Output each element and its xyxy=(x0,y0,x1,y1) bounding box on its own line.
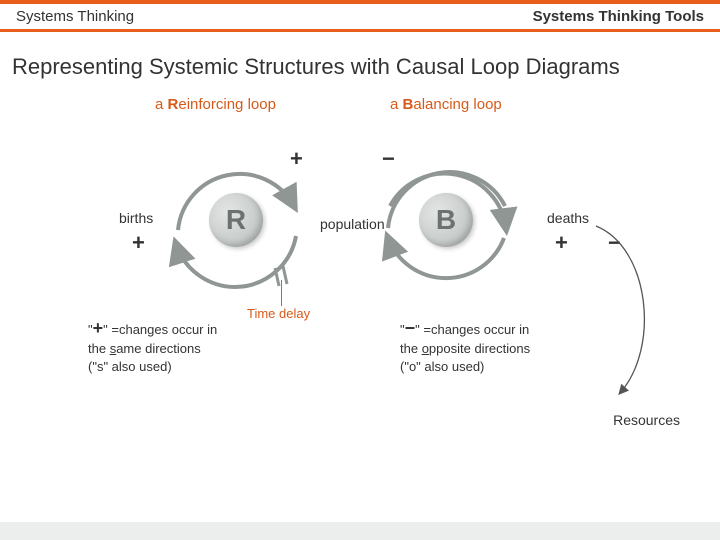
resources-label: Resources xyxy=(613,412,680,428)
definition-minus: "−" =changes occur in the opposite direc… xyxy=(400,316,610,375)
header-right-title: Systems Thinking Tools xyxy=(533,8,704,25)
header-left-title: Systems Thinking xyxy=(16,8,134,25)
slide-title: Representing Systemic Structures with Ca… xyxy=(0,32,720,88)
header-bar: Systems Thinking Systems Thinking Tools xyxy=(0,0,720,32)
definition-plus: "+" =changes occur in the same direction… xyxy=(88,316,298,375)
big-arc-svg xyxy=(0,88,720,428)
footer-band xyxy=(0,522,720,540)
diagram-area: a Reinforcing loop a Balancing loop R B … xyxy=(0,88,720,418)
